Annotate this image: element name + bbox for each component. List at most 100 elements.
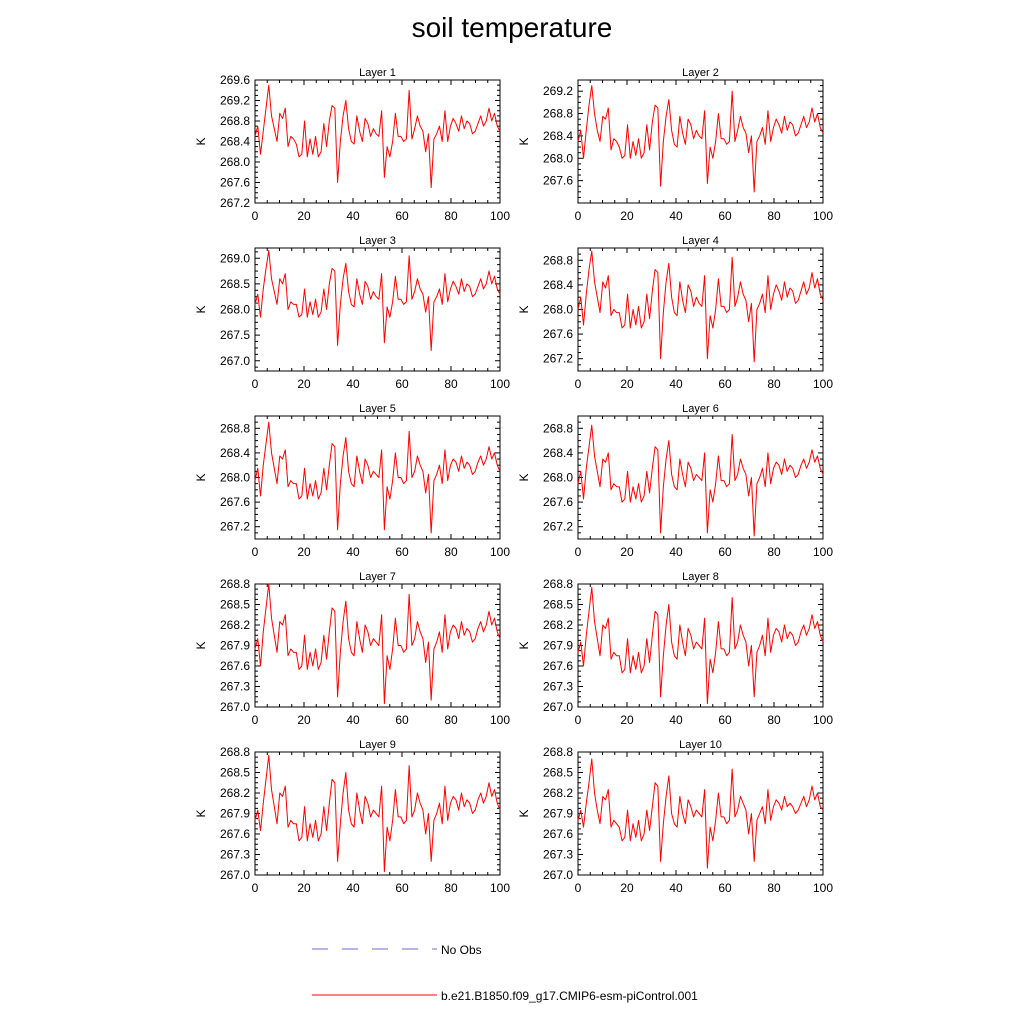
x-tick-label: 80	[444, 713, 458, 727]
y-tick-label: 267.3	[220, 680, 250, 694]
plot-frame	[254, 415, 501, 540]
y-tick-label: 267.0	[220, 700, 250, 714]
panel-title: Layer 7	[359, 571, 396, 583]
y-tick-label: 267.6	[220, 495, 250, 509]
x-tick-label: 100	[490, 713, 510, 727]
y-tick-label: 267.9	[543, 639, 573, 653]
y-tick-label: 267.3	[220, 848, 250, 862]
x-tick-label: 100	[490, 209, 510, 223]
series-line	[577, 758, 824, 869]
panel-title: Layer 4	[682, 235, 719, 247]
y-tick-label: 268.4	[220, 135, 250, 149]
series-line	[254, 250, 501, 351]
x-tick-label: 20	[297, 881, 311, 895]
y-tick-label: 269.0	[220, 251, 250, 265]
x-tick-label: 40	[669, 209, 683, 223]
plot-frame	[577, 247, 824, 372]
panel-layer-4: Layer 4 K 0 20 40 60 80 100 267.2 267.6 268.0 268.4…	[517, 235, 833, 391]
panel-layer-1: Layer 1 K 0 20 40 60 80 100 267.2 267.6 268.0 268.4…	[194, 67, 510, 223]
y-tick-label: 267.6	[543, 659, 573, 673]
series-line	[254, 754, 501, 873]
y-tick-label: 267.9	[220, 807, 250, 821]
y-tick-label: 267.9	[543, 807, 573, 821]
y-tick-label: 268.2	[220, 786, 250, 800]
panel-title: Layer 2	[682, 67, 719, 79]
y-tick-label: 267.2	[543, 352, 573, 366]
y-tick-label: 269.2	[220, 94, 250, 108]
y-tick-label: 267.0	[220, 868, 250, 882]
y-tick-label: 267.6	[543, 827, 573, 841]
x-tick-label: 100	[813, 209, 833, 223]
x-tick-label: 20	[297, 377, 311, 391]
x-tick-label: 40	[669, 545, 683, 559]
y-tick-label: 268.8	[220, 745, 250, 759]
y-axis-label: K	[517, 305, 531, 313]
y-tick-label: 268.8	[220, 577, 250, 591]
x-tick-label: 40	[669, 713, 683, 727]
x-tick-label: 100	[813, 377, 833, 391]
y-tick-label: 268.8	[543, 107, 573, 121]
panel-grid: Layer 1 K 0 20 40 60 80 100 267.2 267.6 268.0 268.4…	[194, 67, 833, 895]
x-tick-label: 80	[767, 377, 781, 391]
x-tick-label: 60	[395, 545, 409, 559]
panel-title: Layer 5	[359, 403, 396, 415]
x-tick-label: 20	[297, 209, 311, 223]
y-axis-label: K	[194, 809, 208, 817]
y-tick-label: 268.8	[220, 114, 250, 128]
panel-title: Layer 6	[682, 403, 719, 415]
x-tick-label: 20	[297, 545, 311, 559]
x-tick-label: 40	[346, 881, 360, 895]
plot-frame	[254, 751, 501, 876]
x-tick-label: 0	[252, 713, 259, 727]
x-tick-label: 100	[813, 881, 833, 895]
x-tick-label: 20	[297, 713, 311, 727]
y-tick-label: 268.8	[543, 745, 573, 759]
y-tick-label: 268.8	[543, 577, 573, 591]
legend-label-model: b.e21.B1850.f09_g17.CMIP6-esm-piControl.…	[441, 989, 698, 1003]
plot-frame	[577, 79, 824, 204]
y-tick-label: 268.0	[220, 471, 250, 485]
series-line	[577, 586, 824, 705]
y-axis-label: K	[194, 137, 208, 145]
x-tick-label: 60	[395, 713, 409, 727]
y-tick-label: 268.4	[220, 446, 250, 460]
y-tick-label: 268.8	[220, 421, 250, 435]
x-tick-label: 60	[718, 545, 732, 559]
x-tick-label: 80	[444, 377, 458, 391]
x-tick-label: 100	[490, 377, 510, 391]
x-tick-label: 80	[767, 713, 781, 727]
y-tick-label: 268.4	[543, 446, 573, 460]
x-tick-label: 0	[575, 377, 582, 391]
y-tick-label: 267.6	[220, 176, 250, 190]
plot-frame	[577, 415, 824, 540]
y-tick-label: 268.0	[543, 471, 573, 485]
panel-title: Layer 1	[359, 67, 396, 79]
panel-layer-3: Layer 3 K 0 20 40 60 80 100 267.0 267.5 268.0 268.5…	[194, 235, 510, 391]
x-tick-label: 0	[575, 713, 582, 727]
x-tick-label: 60	[718, 377, 732, 391]
x-tick-label: 40	[346, 713, 360, 727]
x-tick-label: 60	[718, 881, 732, 895]
y-tick-label: 268.5	[220, 277, 250, 291]
panel-layer-7: Layer 7 K 0 20 40 60 80 100 267.0 267.3 267.6 267.9…	[194, 571, 510, 727]
y-axis-label: K	[517, 137, 531, 145]
panel-title: Layer 10	[679, 739, 722, 751]
series-line	[254, 421, 501, 534]
y-tick-label: 267.3	[543, 680, 573, 694]
x-tick-label: 60	[395, 209, 409, 223]
y-tick-label: 267.6	[220, 659, 250, 673]
panel-layer-2: Layer 2 K 0 20 40 60 80 100 267.6 268.0 268.4 268.8…	[517, 67, 833, 223]
panel-title: Layer 8	[682, 571, 719, 583]
y-tick-label: 267.2	[220, 196, 250, 210]
x-tick-label: 80	[767, 545, 781, 559]
y-tick-label: 268.4	[543, 278, 573, 292]
x-tick-label: 60	[395, 881, 409, 895]
series-line	[577, 424, 824, 537]
legend-label-no-obs: No Obs	[441, 943, 482, 957]
y-axis-label: K	[517, 809, 531, 817]
panel-layer-5: Layer 5 K 0 20 40 60 80 100 267.2 267.6 268.0 268.4…	[194, 403, 510, 559]
y-tick-label: 268.2	[543, 786, 573, 800]
panel-title: Layer 3	[359, 235, 396, 247]
y-tick-label: 267.2	[220, 520, 250, 534]
